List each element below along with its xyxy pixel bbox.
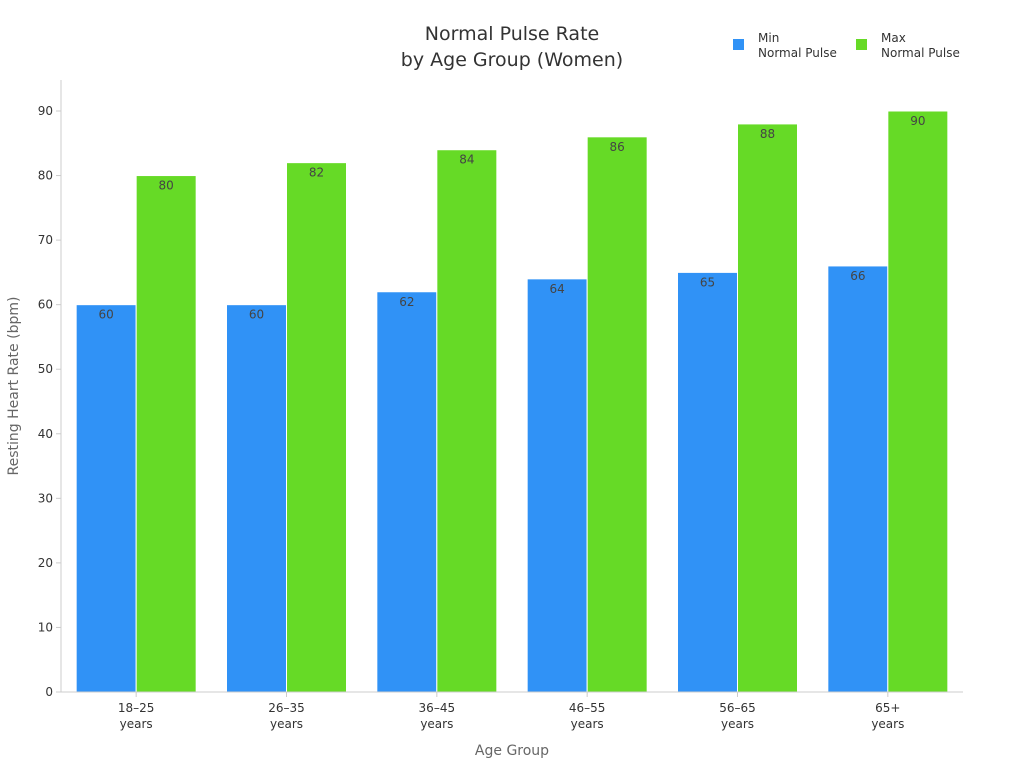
x-tick-label: 18–25 xyxy=(118,701,155,715)
data-label-max: 88 xyxy=(760,127,775,141)
x-tick-label: years xyxy=(871,717,904,731)
bar-max[interactable] xyxy=(135,175,197,693)
bar-min[interactable] xyxy=(526,278,588,693)
x-tick-label: 56–65 xyxy=(719,701,756,715)
legend-label-max-line-1: Max xyxy=(881,31,906,45)
legend-item-max[interactable]: Max Normal Pulse xyxy=(856,31,960,60)
legend-item-min[interactable]: Min Normal Pulse xyxy=(733,31,837,60)
bar-min[interactable] xyxy=(75,304,137,693)
data-label-min: 64 xyxy=(550,282,565,296)
x-tick-label: years xyxy=(721,717,754,731)
bars-layer xyxy=(75,110,949,693)
bar-min[interactable] xyxy=(376,291,438,693)
bar-min[interactable] xyxy=(226,304,287,693)
legend-swatch-max xyxy=(856,39,867,50)
y-tick-label: 80 xyxy=(38,169,53,183)
data-labels-layer: 60 80 60 82 62 84 64 86 65 88 66 90 xyxy=(99,114,926,322)
data-label-min: 60 xyxy=(249,308,264,322)
y-tick-label: 60 xyxy=(38,298,53,312)
x-axis-title: Age Group xyxy=(475,743,549,759)
y-axis-title: Resting Heart Rate (bpm) xyxy=(6,297,22,476)
y-tick-label: 70 xyxy=(38,233,53,247)
data-label-min: 65 xyxy=(700,275,715,289)
y-tick-label: 10 xyxy=(38,620,53,634)
x-tick-label: years xyxy=(270,717,303,731)
data-label-max: 82 xyxy=(309,166,324,180)
bar-min[interactable] xyxy=(827,265,889,693)
bar-max[interactable] xyxy=(436,149,498,693)
x-tick-label: 65+ xyxy=(875,701,900,715)
bar-min[interactable] xyxy=(677,271,738,693)
y-tick-label: 0 xyxy=(45,685,53,699)
bar-max[interactable] xyxy=(286,162,347,693)
chart-title-line-1: Normal Pulse Rate xyxy=(425,23,599,45)
y-tick-label: 40 xyxy=(38,427,53,441)
data-label-min: 62 xyxy=(399,295,414,309)
bar-max[interactable] xyxy=(586,136,648,693)
y-ticks: 0 10 20 30 40 50 60 70 80 90 xyxy=(38,104,61,699)
legend: Min Normal Pulse Max Normal Pulse xyxy=(733,31,960,60)
bar-max[interactable] xyxy=(737,123,798,693)
y-tick-label: 50 xyxy=(38,362,53,376)
data-label-max: 80 xyxy=(159,179,174,193)
data-label-min: 66 xyxy=(850,269,865,283)
data-label-max: 86 xyxy=(610,140,625,154)
y-tick-label: 90 xyxy=(38,104,53,118)
chart-title: Normal Pulse Rate by Age Group (Women) xyxy=(401,23,623,71)
x-tick-label: years xyxy=(420,717,453,731)
x-ticks: 18–25 years 26–35 years 36–45 years 46–55 years… xyxy=(118,692,904,731)
data-label-max: 90 xyxy=(910,114,925,128)
x-tick-label: 26–35 xyxy=(268,701,305,715)
x-tick-label: years xyxy=(120,717,153,731)
legend-label-min-line-1: Min xyxy=(758,31,779,45)
data-label-max: 84 xyxy=(459,153,474,167)
chart-title-line-2: by Age Group (Women) xyxy=(401,49,623,71)
axes: 0 10 20 30 40 50 60 70 80 90 18–25 years 26–35 years… xyxy=(38,80,963,731)
x-tick-label: 46–55 xyxy=(569,701,606,715)
data-label-min: 60 xyxy=(99,308,114,322)
y-tick-label: 20 xyxy=(38,556,53,570)
legend-label-max-line-2: Normal Pulse xyxy=(881,46,960,60)
y-tick-label: 30 xyxy=(38,491,53,505)
x-tick-label: years xyxy=(571,717,604,731)
legend-label-min-line-2: Normal Pulse xyxy=(758,46,837,60)
legend-swatch-min xyxy=(733,39,744,50)
x-tick-label: 36–45 xyxy=(419,701,456,715)
bar-max[interactable] xyxy=(887,110,949,693)
